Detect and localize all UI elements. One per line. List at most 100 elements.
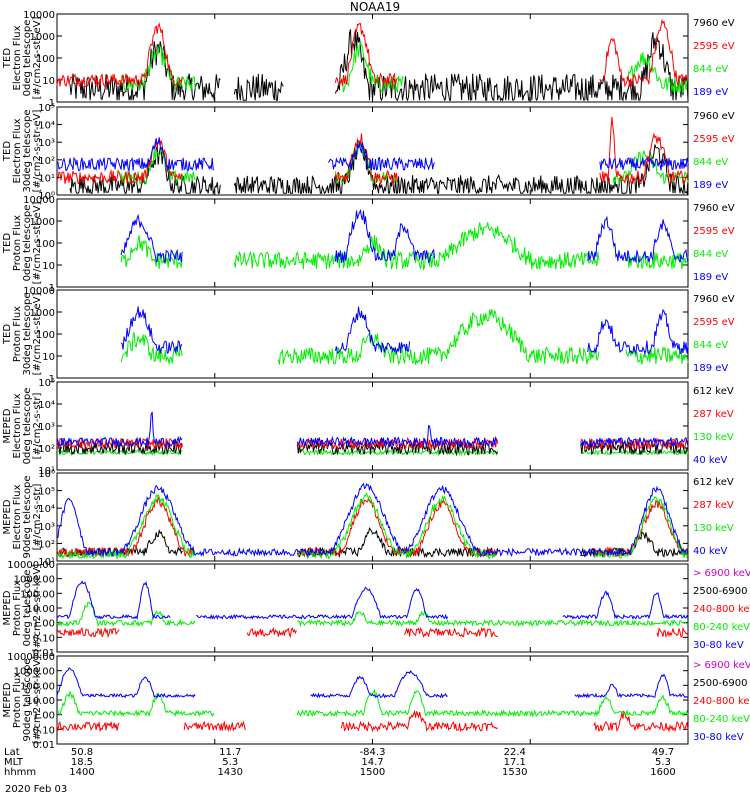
x-tick-label: 49.7 [652, 747, 674, 758]
legend-entry: 130 keV [693, 432, 734, 443]
y-tick-label: 1000 [30, 308, 55, 319]
trace-2595ev [56, 18, 689, 88]
y-tick-label: 10⁵ [38, 103, 55, 114]
y-tick-label: 1 [49, 374, 55, 385]
legend-entry: 80-240 keV [693, 622, 750, 633]
legend-entry: 40 keV [693, 546, 727, 557]
y-axis-label: Electron Flux [12, 393, 23, 458]
y-axis-label: TED [2, 233, 13, 254]
y-tick-label: 1.00 [33, 619, 55, 630]
trace-80-240kev [56, 688, 689, 718]
x-tick-label: 1530 [502, 767, 527, 778]
trace-40kev [56, 482, 689, 558]
x-tick-label: 22.4 [504, 747, 526, 758]
y-axis-label: [#/cm2-s-str-eV] [32, 293, 43, 376]
y-axis-label: [#/cm2-s-str] [32, 483, 43, 550]
y-tick-label: 1 [49, 283, 55, 294]
y-tick-label: 0.01 [33, 740, 55, 751]
y-tick-label: 10² [38, 156, 55, 167]
y-tick-label: 10⁴ [38, 121, 55, 132]
y-tick-label: 1000.00 [14, 667, 55, 678]
trace-130kev [56, 491, 689, 560]
y-tick-label: 0.10 [33, 725, 55, 736]
trace-80-240kev [56, 601, 689, 628]
y-tick-label: 1000.00 [14, 575, 55, 586]
y-axis-label: MEPED [2, 408, 13, 443]
legend-entry: 2595 eV [693, 317, 735, 328]
x-axis-row-label: hhmm [4, 767, 36, 778]
legend-entry: 7960 eV [693, 294, 735, 305]
x-tick-label: 18.5 [71, 757, 93, 768]
y-axis-label: Electron Flux [12, 118, 23, 183]
y-axis-label: 30deg telescope [22, 292, 33, 375]
y-tick-label: 100.00 [20, 589, 55, 600]
y-axis-label: Proton Flux [12, 306, 23, 362]
legend-entry: 844 eV [693, 249, 728, 260]
y-axis-label: TED [2, 48, 13, 69]
legend-entry: > 6900 keV [693, 568, 750, 579]
y-tick-label: 10⁵ [38, 487, 55, 498]
y-axis-label: 0deg telescope [22, 388, 33, 465]
legend-entry: 287 keV [693, 409, 734, 420]
y-tick-label: 10⁴ [38, 504, 55, 515]
legend-entry: 189 eV [693, 363, 728, 374]
x-tick-label: 50.8 [71, 747, 93, 758]
y-axis-label: Electron Flux [12, 25, 23, 90]
legend-entry: 2500-6900 [693, 586, 748, 597]
legend-entry: 30-80 keV [693, 732, 744, 743]
y-tick-label: 10000 [23, 195, 55, 206]
y-tick-label: 1 [49, 98, 55, 109]
x-tick-label: 5.3 [222, 757, 238, 768]
legend-entry: 2595 eV [693, 134, 735, 145]
date-label: 2020 Feb 03 [5, 784, 68, 795]
y-tick-label: 100 [36, 239, 55, 250]
y-axis-label: 0deg telescope [22, 20, 33, 97]
y-tick-label: 10 [42, 261, 55, 272]
trace-40kev [56, 411, 689, 448]
x-tick-label: 17.1 [504, 757, 526, 768]
y-tick-label: 10⁵ [38, 378, 55, 389]
trace-189ev [120, 208, 689, 264]
x-tick-label: 14.7 [361, 757, 383, 768]
y-axis-label: [#/cm2-s-str-eV] [32, 202, 43, 285]
y-axis-label: [#/cm2-s-str-keV] [32, 656, 43, 744]
y-tick-label: 10.00 [26, 696, 55, 707]
y-tick-label: 10³ [38, 422, 55, 433]
y-axis-label: Electron Flux [12, 484, 23, 549]
y-tick-label: 1000 [30, 217, 55, 228]
y-tick-label: 10¹ [38, 557, 55, 568]
panel-5-frame [56, 381, 689, 471]
y-tick-label: 10³ [38, 522, 55, 533]
trace-844ev [120, 41, 689, 94]
y-tick-label: 10.00 [26, 604, 55, 615]
y-axis-label: Proton Flux [12, 672, 23, 728]
y-axis-label: MEPED [2, 590, 13, 625]
y-tick-label: 10000 [23, 10, 55, 21]
legend-entry: 844 eV [693, 340, 728, 351]
trace-240-800kev [56, 709, 689, 733]
y-tick-label: 100 [36, 330, 55, 341]
y-axis-label: TED [2, 324, 13, 345]
y-axis-label: MEPED [2, 682, 13, 717]
trace-189ev [56, 137, 689, 172]
y-axis-label: 90deg telescope [22, 658, 33, 741]
y-tick-label: 10⁰ [38, 191, 55, 202]
legend-entry: 2595 eV [693, 226, 735, 237]
y-tick-label: 10⁶ [38, 469, 55, 480]
x-axis-row-label: Lat [4, 747, 20, 758]
y-axis-label: MEPED [2, 499, 13, 534]
legend-entry: 7960 eV [693, 18, 735, 29]
y-axis-label: [#/cm2-s-str-eV] [32, 110, 43, 193]
y-tick-label: 10³ [38, 138, 55, 149]
y-tick-label: 10¹ [38, 173, 55, 184]
legend-entry: 7960 eV [693, 203, 735, 214]
x-tick-label: 1400 [69, 767, 94, 778]
y-axis-label: [#/cm2-s-str] [32, 392, 43, 459]
legend-entry: > 6900 keV [693, 660, 750, 671]
x-tick-label: 5.3 [655, 757, 671, 768]
legend-entry: 844 eV [693, 64, 728, 75]
legend-entry: 287 keV [693, 500, 734, 511]
y-axis-label: 0deg telescope [22, 570, 33, 647]
y-tick-label: 0.01 [33, 648, 55, 659]
